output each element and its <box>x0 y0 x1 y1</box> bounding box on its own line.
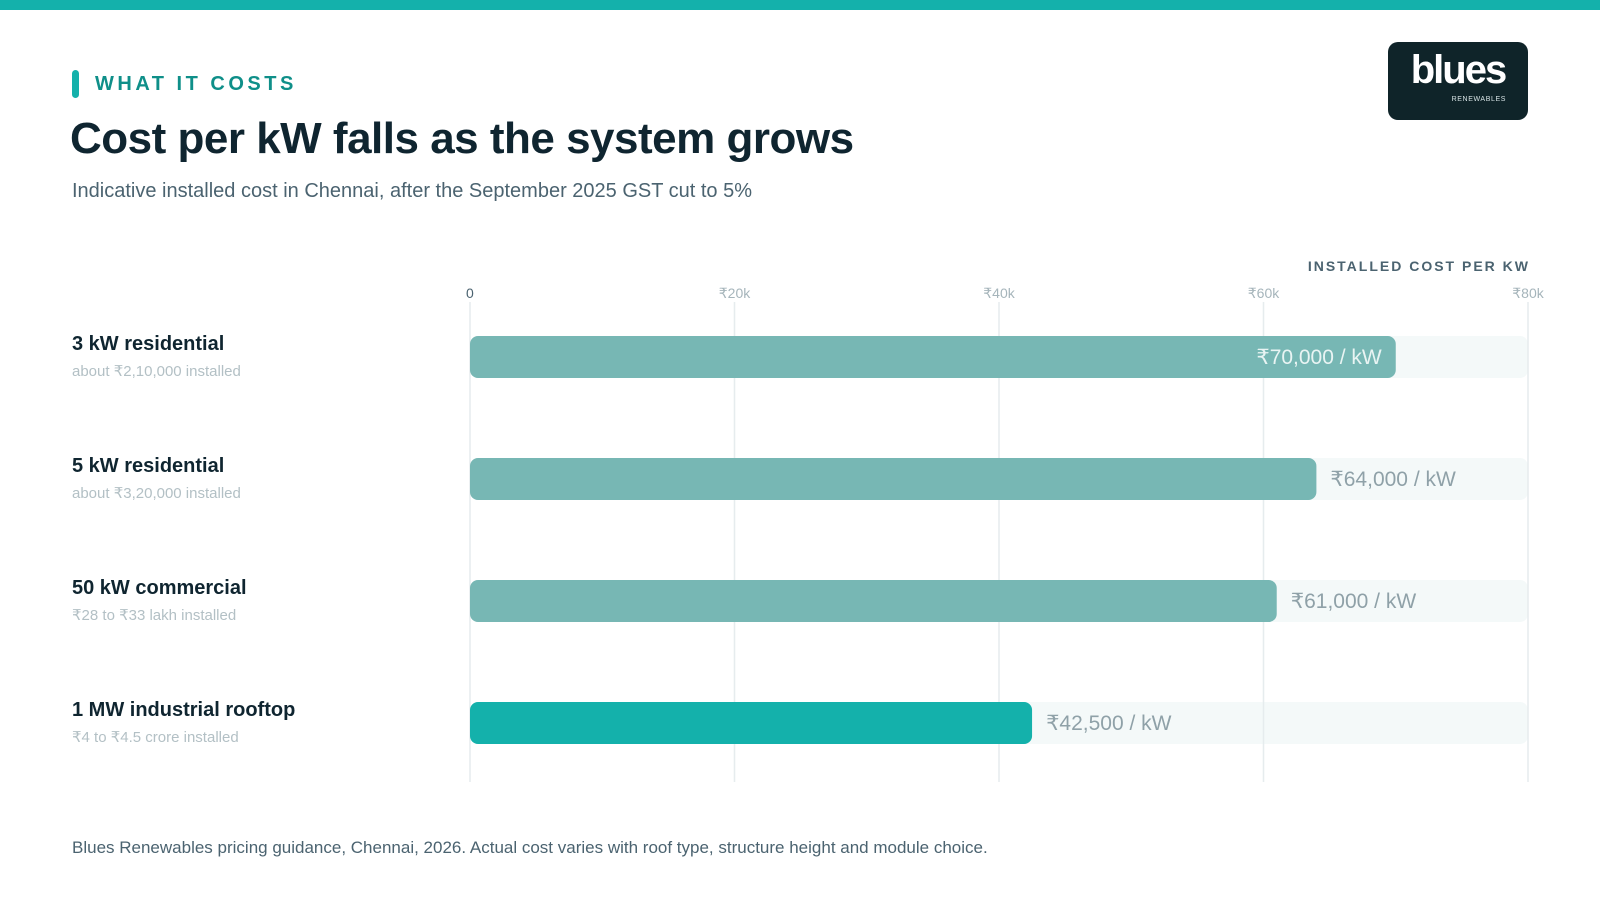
bar-value-label: ₹70,000 / kW <box>1256 346 1382 369</box>
section-eyebrow: WHAT IT COSTS <box>72 70 297 98</box>
category-detail: about ₹2,10,000 installed <box>72 363 241 380</box>
category-label: 50 kW commercial <box>72 577 247 599</box>
chart-title: Cost per kW falls as the system grows <box>70 114 854 163</box>
row-label-2: 5 kW residential about ₹3,20,000 install… <box>72 455 241 502</box>
row-label-3: 50 kW commercial ₹28 to ₹33 lakh install… <box>72 577 247 624</box>
category-detail: ₹28 to ₹33 lakh installed <box>72 607 237 624</box>
x-tick-label: ₹60k <box>1248 285 1280 301</box>
logo-wordmark: blues <box>1410 48 1507 92</box>
bar <box>470 580 1277 622</box>
x-axis-title: INSTALLED COST PER KW <box>1307 258 1530 274</box>
logo-tagline: RENEWABLES <box>1451 96 1506 103</box>
bar <box>470 702 1033 744</box>
eyebrow-text: WHAT IT COSTS <box>95 72 297 95</box>
x-tick-label: ₹40k <box>983 285 1015 301</box>
bar <box>470 458 1317 500</box>
bar-value-label: ₹61,000 / kW <box>1291 590 1417 613</box>
chart-subtitle: Indicative installed cost in Chennai, af… <box>72 180 753 202</box>
top-accent-bar <box>0 0 1600 10</box>
bar-value-label: ₹42,500 / kW <box>1046 712 1172 735</box>
x-tick-label: 0 <box>466 285 474 301</box>
blues-renewables-logo: blues RENEWABLES <box>1388 42 1528 120</box>
category-label: 3 kW residential <box>72 333 225 355</box>
category-detail: about ₹3,20,000 installed <box>72 485 241 502</box>
row-label-1: 3 kW residential about ₹2,10,000 install… <box>72 333 241 380</box>
category-detail: ₹4 to ₹4.5 crore installed <box>72 729 239 746</box>
row-label-4: 1 MW industrial rooftop ₹4 to ₹4.5 crore… <box>72 699 295 746</box>
x-tick-label: ₹80k <box>1512 285 1544 301</box>
eyebrow-marker <box>72 70 79 98</box>
category-label: 5 kW residential <box>72 455 225 477</box>
source-footnote: Blues Renewables pricing guidance, Chenn… <box>72 838 988 857</box>
bar <box>470 336 1396 378</box>
bar-value-label: ₹64,000 / kW <box>1330 468 1456 491</box>
x-tick-label: ₹20k <box>719 285 751 301</box>
category-label: 1 MW industrial rooftop <box>72 699 296 721</box>
